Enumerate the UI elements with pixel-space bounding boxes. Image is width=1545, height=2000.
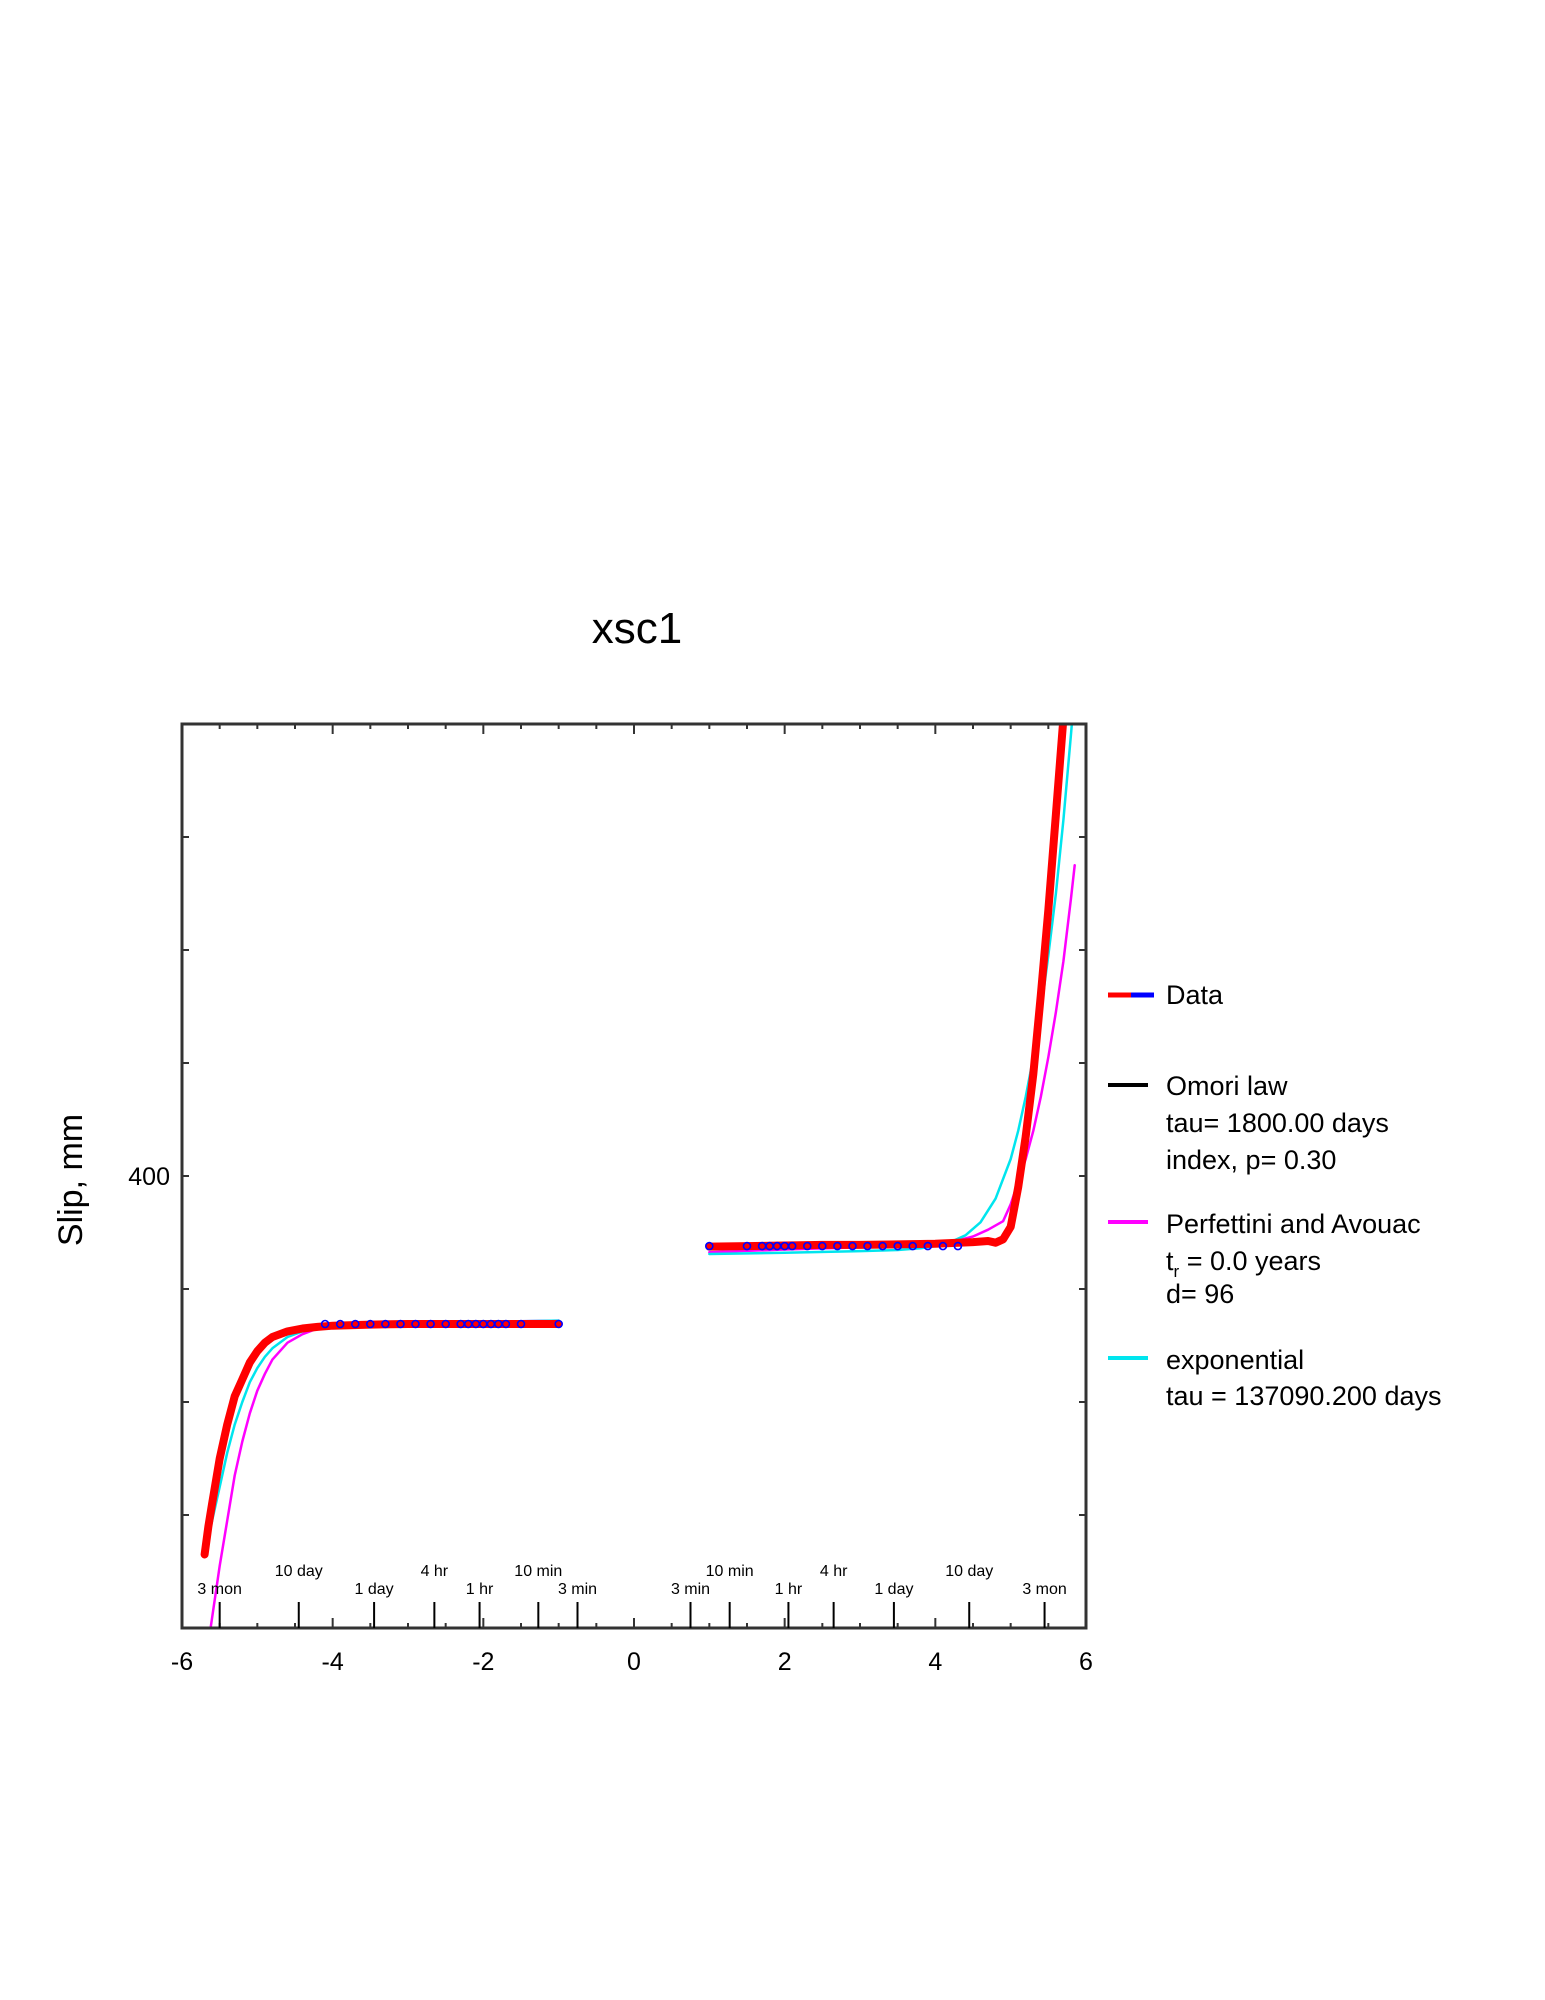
data-marker-1-1 — [742, 1241, 752, 1251]
data-marker-1-0 — [704, 1241, 714, 1251]
time-scale-label: 10 min — [706, 1563, 754, 1580]
time-scale-label: 3 min — [558, 1581, 597, 1598]
plot-content — [200, 724, 1076, 1628]
x-tick-label: 4 — [928, 1648, 942, 1676]
time-scale-label: 1 hr — [775, 1581, 803, 1598]
x-tick-labels: -6 -4 -2 0 2 4 6 — [171, 1648, 1093, 1676]
time-scale-label: 1 day — [874, 1581, 913, 1598]
legend-item-omori: Omori law tau= 1800.00 days index, p= 0.… — [1108, 1071, 1389, 1175]
data-marker-1-17 — [953, 1241, 963, 1251]
x-tick-label: -4 — [322, 1648, 344, 1676]
frame-ticks — [181, 723, 1087, 1629]
time-scale-label: 1 hr — [466, 1581, 494, 1598]
data-marker-1-11 — [863, 1241, 872, 1251]
time-scale-label: 1 day — [355, 1581, 394, 1598]
data-marker-1-15 — [923, 1241, 933, 1251]
x-tick-label: 0 — [627, 1648, 641, 1676]
time-scale-label: 3 mon — [197, 1581, 241, 1598]
series-data-segment-1 — [705, 724, 1067, 1251]
y-tick-labels: 400 — [128, 1163, 170, 1191]
legend-label-exponential: exponential — [1166, 1345, 1304, 1375]
series-exponential-segment-1 — [708, 724, 1074, 1256]
legend-label-omori: Omori law — [1166, 1071, 1288, 1101]
x-tick-label: -2 — [472, 1648, 494, 1676]
data-marker-0-8 — [441, 1319, 451, 1329]
time-scale-label: 10 min — [514, 1563, 562, 1580]
data-marker-1-16 — [938, 1241, 948, 1251]
legend-detail-perfettini-years: = 0.0 years — [1179, 1246, 1321, 1276]
y-axis-label: Slip, mm — [52, 1114, 90, 1246]
time-scale-label: 4 hr — [820, 1563, 848, 1580]
y-tick-label: 400 — [128, 1163, 170, 1191]
data-marker-0-2 — [350, 1319, 360, 1329]
time-scale-label: 3 mon — [1022, 1581, 1066, 1598]
x-tick-label: 6 — [1079, 1648, 1093, 1676]
x-tick-label: -6 — [171, 1648, 193, 1676]
legend-detail-exponential-tau: tau = 137090.200 days — [1166, 1381, 1441, 1411]
time-scale-label: 4 hr — [421, 1563, 449, 1580]
data-marker-0-16 — [516, 1319, 526, 1329]
legend-detail-perfettini-tr: tr = 0.0 years — [1166, 1246, 1321, 1281]
legend-item-perfettini: Perfettini and Avouac tr = 0.0 years d= … — [1108, 1209, 1421, 1309]
plot-frame — [180, 722, 1088, 1630]
time-scale-label: 10 day — [275, 1563, 323, 1580]
data-marker-0-1 — [335, 1319, 345, 1329]
time-scale-label: 10 day — [945, 1563, 993, 1580]
series-data-segment-0 — [200, 1320, 563, 1559]
legend-label-data: Data — [1166, 980, 1224, 1010]
data-marker-1-13 — [893, 1241, 903, 1251]
legend-detail-perfettini-t: t — [1166, 1246, 1174, 1276]
time-scale-label: 3 min — [671, 1581, 710, 1598]
data-marker-1-6 — [787, 1241, 797, 1251]
data-marker-1-8 — [817, 1241, 827, 1251]
data-marker-0-6 — [411, 1319, 420, 1329]
data-marker-0-15 — [501, 1319, 511, 1329]
x-tick-label: 2 — [778, 1648, 792, 1676]
data-marker-0-3 — [365, 1319, 375, 1329]
legend-detail-perfettini-d: d= 96 — [1166, 1279, 1234, 1309]
data-marker-0-4 — [381, 1319, 390, 1329]
chart-title: xsc1 — [592, 604, 682, 653]
data-marker-1-10 — [848, 1241, 857, 1251]
data-marker-1-7 — [802, 1241, 812, 1251]
legend-item-exponential: exponential tau = 137090.200 days — [1108, 1345, 1441, 1411]
data-marker-0-5 — [396, 1319, 405, 1329]
data-marker-0-7 — [426, 1319, 435, 1329]
legend-detail-perfettini-sub: r — [1174, 1262, 1180, 1281]
legend-detail-omori-index: index, p= 0.30 — [1166, 1145, 1336, 1175]
legend-item-data: Data — [1108, 980, 1224, 1010]
plot-clipped — [200, 724, 1076, 1628]
data-marker-1-12 — [878, 1241, 887, 1251]
data-marker-0-17 — [554, 1319, 564, 1329]
legend-label-perfettini: Perfettini and Avouac — [1166, 1209, 1421, 1239]
data-marker-0-0 — [320, 1319, 330, 1329]
legend: Data Omori law tau= 1800.00 days index, … — [1108, 980, 1441, 1411]
legend-detail-omori-tau: tau= 1800.00 days — [1166, 1108, 1389, 1138]
data-marker-1-9 — [833, 1241, 842, 1251]
data-marker-1-14 — [908, 1241, 918, 1251]
